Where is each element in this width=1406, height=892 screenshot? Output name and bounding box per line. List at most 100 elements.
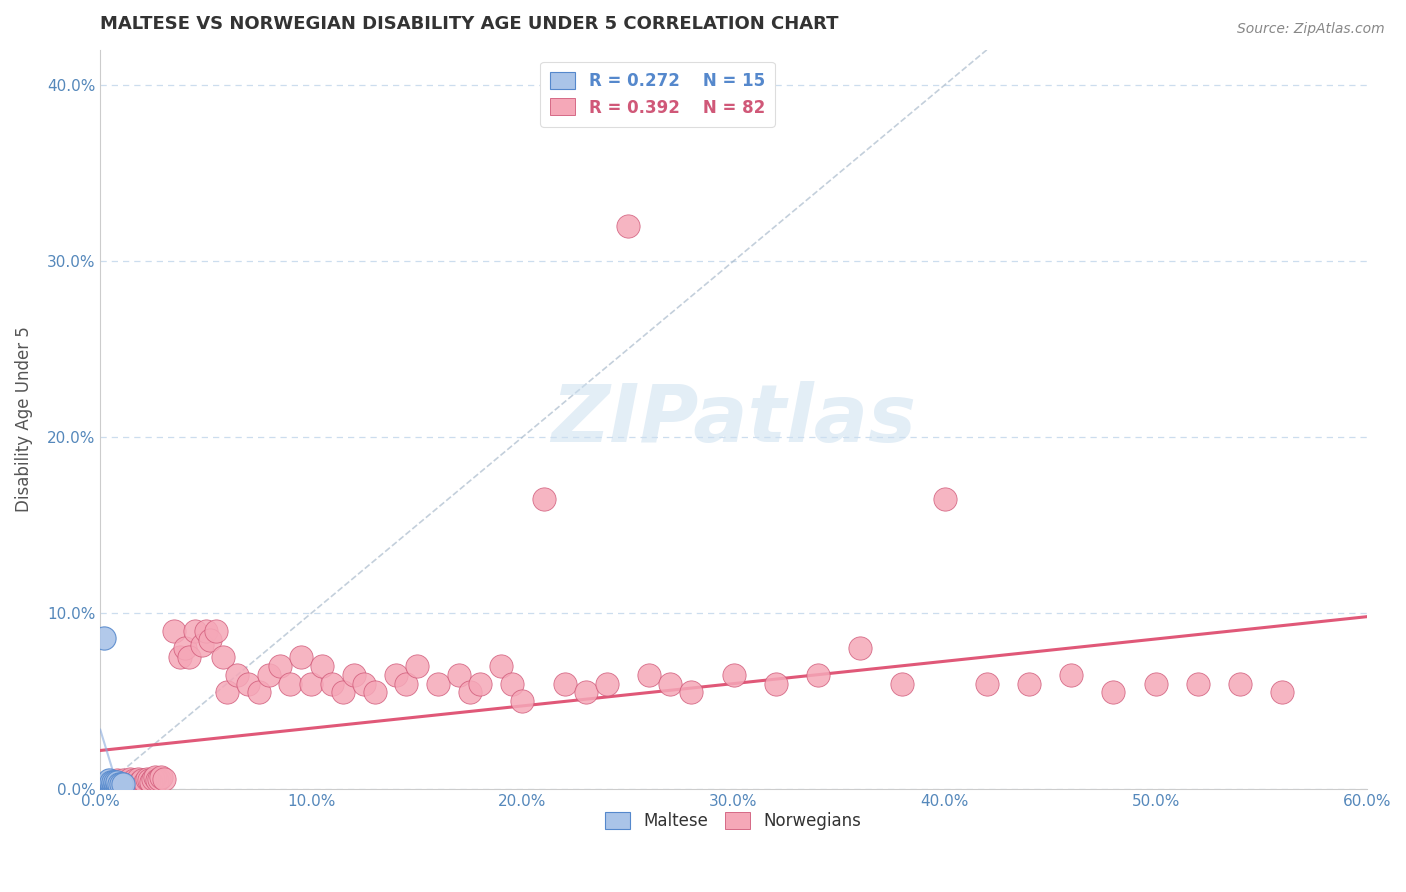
Point — [112, 777, 135, 791]
Point — [205, 624, 228, 638]
Point — [114, 777, 136, 791]
Point — [93, 631, 115, 645]
Point — [257, 667, 280, 681]
Point — [142, 772, 165, 786]
Legend: Maltese, Norwegians: Maltese, Norwegians — [599, 805, 869, 837]
Point — [1229, 676, 1251, 690]
Point — [101, 775, 124, 789]
Point — [125, 775, 148, 789]
Point — [105, 773, 128, 788]
Point — [278, 676, 301, 690]
Point — [405, 659, 427, 673]
Point — [299, 676, 322, 690]
Point — [194, 624, 217, 638]
Point — [363, 685, 385, 699]
Y-axis label: Disability Age Under 5: Disability Age Under 5 — [15, 326, 32, 513]
Point — [384, 667, 406, 681]
Point — [501, 676, 523, 690]
Point — [121, 775, 143, 789]
Point — [934, 491, 956, 506]
Point — [146, 773, 169, 788]
Point — [100, 775, 122, 789]
Point — [108, 777, 131, 791]
Point — [236, 676, 259, 690]
Point — [807, 667, 830, 681]
Point — [681, 685, 703, 699]
Point — [211, 650, 233, 665]
Point — [533, 491, 555, 506]
Point — [1018, 676, 1040, 690]
Point — [112, 773, 135, 788]
Point — [247, 685, 270, 699]
Point — [163, 624, 186, 638]
Point — [105, 777, 128, 791]
Point — [105, 775, 128, 789]
Point — [96, 777, 118, 791]
Point — [512, 694, 534, 708]
Point — [152, 772, 174, 786]
Point — [1060, 667, 1083, 681]
Point — [138, 773, 160, 788]
Point — [1144, 676, 1167, 690]
Point — [353, 676, 375, 690]
Point — [332, 685, 354, 699]
Point — [976, 676, 998, 690]
Point — [117, 775, 139, 789]
Point — [177, 650, 200, 665]
Point — [198, 632, 221, 647]
Point — [129, 775, 152, 789]
Point — [395, 676, 418, 690]
Text: Source: ZipAtlas.com: Source: ZipAtlas.com — [1237, 22, 1385, 37]
Point — [143, 770, 166, 784]
Point — [148, 772, 170, 786]
Point — [110, 775, 132, 789]
Point — [449, 667, 471, 681]
Point — [118, 772, 141, 786]
Point — [139, 775, 162, 789]
Point — [150, 770, 173, 784]
Point — [100, 777, 122, 791]
Point — [891, 676, 914, 690]
Point — [104, 777, 127, 791]
Point — [575, 685, 598, 699]
Point — [321, 676, 343, 690]
Point — [659, 676, 682, 690]
Point — [596, 676, 619, 690]
Point — [1271, 685, 1294, 699]
Point — [134, 775, 156, 789]
Point — [173, 641, 195, 656]
Text: MALTESE VS NORWEGIAN DISABILITY AGE UNDER 5 CORRELATION CHART: MALTESE VS NORWEGIAN DISABILITY AGE UNDE… — [100, 15, 839, 33]
Point — [427, 676, 450, 690]
Point — [458, 685, 481, 699]
Point — [215, 685, 238, 699]
Point — [97, 773, 120, 788]
Point — [638, 667, 661, 681]
Point — [491, 659, 513, 673]
Point — [101, 777, 124, 791]
Point — [765, 676, 787, 690]
Point — [110, 777, 132, 791]
Point — [100, 775, 122, 789]
Point — [108, 777, 131, 791]
Point — [311, 659, 333, 673]
Point — [470, 676, 492, 690]
Point — [723, 667, 745, 681]
Point — [127, 772, 149, 786]
Point — [97, 775, 120, 789]
Point — [135, 772, 157, 786]
Point — [190, 638, 212, 652]
Point — [269, 659, 291, 673]
Point — [342, 667, 364, 681]
Point — [554, 676, 576, 690]
Point — [184, 624, 207, 638]
Text: ZIPatlas: ZIPatlas — [551, 381, 915, 458]
Point — [131, 773, 153, 788]
Point — [1187, 676, 1209, 690]
Point — [290, 650, 312, 665]
Point — [1102, 685, 1125, 699]
Point — [104, 775, 127, 789]
Point — [226, 667, 249, 681]
Point — [617, 219, 640, 233]
Point — [122, 773, 145, 788]
Point — [849, 641, 872, 656]
